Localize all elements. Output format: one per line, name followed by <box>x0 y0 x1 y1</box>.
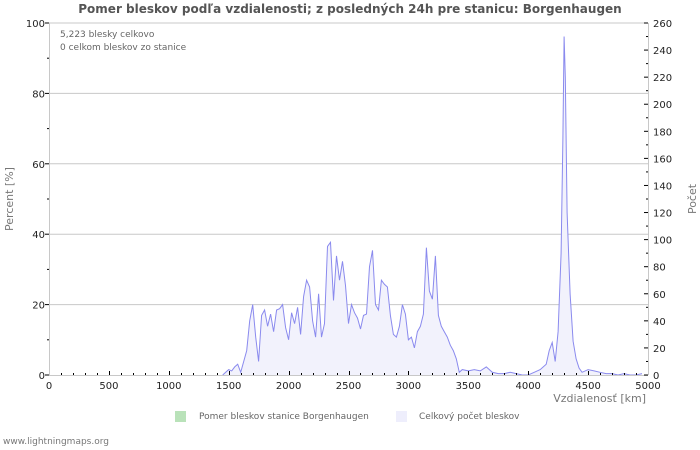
y-axis-left-title: Percent [%] <box>3 167 16 231</box>
series-area <box>222 36 643 376</box>
legend-label-total-count: Celkový počet bleskov <box>419 412 520 422</box>
y-right-tick-label: 240 <box>653 46 672 57</box>
x-tick-label: 2500 <box>336 381 361 392</box>
station-strikes-text: 0 celkom bleskov zo stanice <box>60 43 187 53</box>
x-tick-label: 1500 <box>216 381 241 392</box>
y-left-tick-label: 80 <box>32 89 45 100</box>
x-tick-label: 500 <box>99 381 118 392</box>
y-left-tick-label: 0 <box>39 371 45 382</box>
y-right-tick-label: 100 <box>653 236 672 247</box>
y-right-tick-label: 60 <box>653 290 666 301</box>
y-axis-right-ticks: 0 20 40 60 80 100 120 140 160 180 200 220 240 260 <box>644 19 672 382</box>
x-tick-label: 4500 <box>575 381 600 392</box>
axes <box>49 22 649 376</box>
y-left-tick-label: 100 <box>26 19 45 30</box>
x-tick-label: 4000 <box>515 381 540 392</box>
y-left-tick-label: 40 <box>32 230 45 241</box>
y-right-tick-label: 260 <box>653 19 672 30</box>
total-count-line <box>222 36 643 376</box>
y-right-tick-label: 80 <box>653 263 666 274</box>
y-right-tick-label: 20 <box>653 344 666 355</box>
x-tick-label: 1000 <box>156 381 181 392</box>
y-axis-left-ticks: 0 20 40 60 80 100 <box>26 19 49 382</box>
x-tick-label: 3500 <box>456 381 481 392</box>
y-right-tick-label: 40 <box>653 317 666 328</box>
y-right-tick-label: 120 <box>653 209 672 220</box>
y-right-tick-label: 180 <box>653 127 672 138</box>
y-right-tick-label: 200 <box>653 100 672 111</box>
gridlines <box>49 92 648 306</box>
legend-swatch-station-ratio <box>175 411 186 422</box>
y-left-tick-label: 60 <box>32 160 45 171</box>
total-count-area <box>222 36 642 375</box>
legend-swatch-total-count <box>396 411 407 422</box>
y-left-tick-label: 20 <box>32 301 45 312</box>
x-tick-label: 2000 <box>276 381 301 392</box>
y-right-tick-label: 140 <box>653 181 672 192</box>
total-strikes-text: 5,223 blesky celkovo <box>60 30 155 40</box>
y-right-tick-label: 160 <box>653 154 672 165</box>
x-tick-label: 5000 <box>635 381 660 392</box>
x-tick-label: 0 <box>46 381 52 392</box>
footer-source: www.lightningmaps.org <box>3 437 109 447</box>
x-axis-ticks: 0 500 1000 1500 2000 2500 3000 3500 4000 4500 5000 <box>46 371 661 392</box>
legend-label-station-ratio: Pomer bleskov stanice Borgenhaugen <box>199 412 369 422</box>
y-right-tick-label: 0 <box>653 371 659 382</box>
chart-title: Pomer bleskov podľa vzdialenosti; z posl… <box>78 2 622 16</box>
summary-info: 5,223 blesky celkovo 0 celkom bleskov zo… <box>60 29 186 55</box>
y-axis-right-title: Počet <box>686 183 699 214</box>
x-tick-label: 3000 <box>396 381 421 392</box>
y-right-tick-label: 220 <box>653 73 672 84</box>
x-axis-title: Vzdialenosť [km] <box>553 392 646 405</box>
